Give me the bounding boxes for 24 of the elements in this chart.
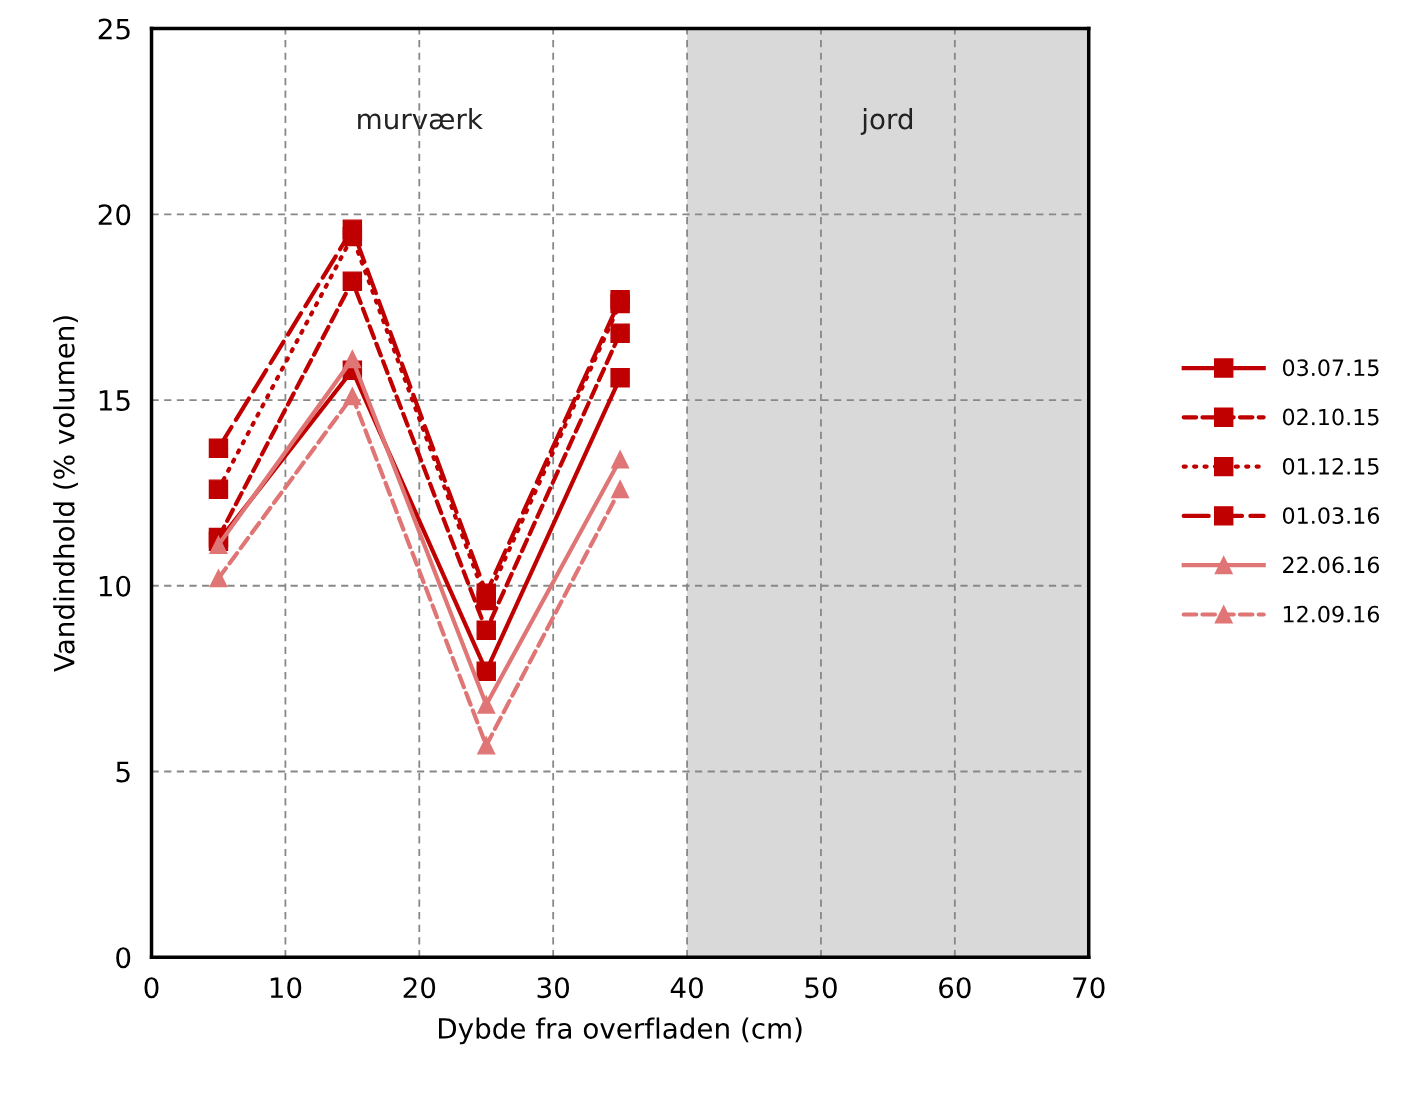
x-tick-label: 10 bbox=[270, 977, 302, 999]
legend-label: 01.03.16 bbox=[1282, 507, 1380, 524]
legend-label: 22.06.16 bbox=[1283, 556, 1380, 574]
x-tick-label: 20 bbox=[403, 977, 436, 999]
y-axis-title: Vandindhold (% volumen) bbox=[53, 316, 78, 672]
x-tick-label: 70 bbox=[1073, 977, 1105, 999]
legend-label: 01.12.15 bbox=[1282, 457, 1379, 475]
x-tick-label: 50 bbox=[805, 977, 837, 999]
x-tick-label: 40 bbox=[670, 977, 703, 999]
legend-label: 03.07.15 bbox=[1282, 359, 1379, 377]
annotation: murværk bbox=[358, 108, 483, 130]
x-tick-label: 0 bbox=[144, 977, 159, 999]
x-axis-title: Dybde fra overfladen (cm) bbox=[439, 1017, 802, 1045]
y-tick-label: 15 bbox=[99, 390, 130, 411]
y-tick-label: 25 bbox=[98, 18, 130, 40]
x-tick-label: 30 bbox=[537, 977, 570, 999]
x-tick-label: 60 bbox=[939, 977, 971, 999]
y-tick-label: 10 bbox=[99, 575, 131, 597]
legend-label: 02.10.15 bbox=[1282, 408, 1379, 426]
y-tick-label: 5 bbox=[116, 761, 130, 783]
y-tick-label: 0 bbox=[116, 947, 131, 969]
y-tick-label: 20 bbox=[98, 204, 131, 226]
legend-label: 12.09.16 bbox=[1283, 605, 1380, 623]
band-label: jord bbox=[860, 108, 913, 135]
